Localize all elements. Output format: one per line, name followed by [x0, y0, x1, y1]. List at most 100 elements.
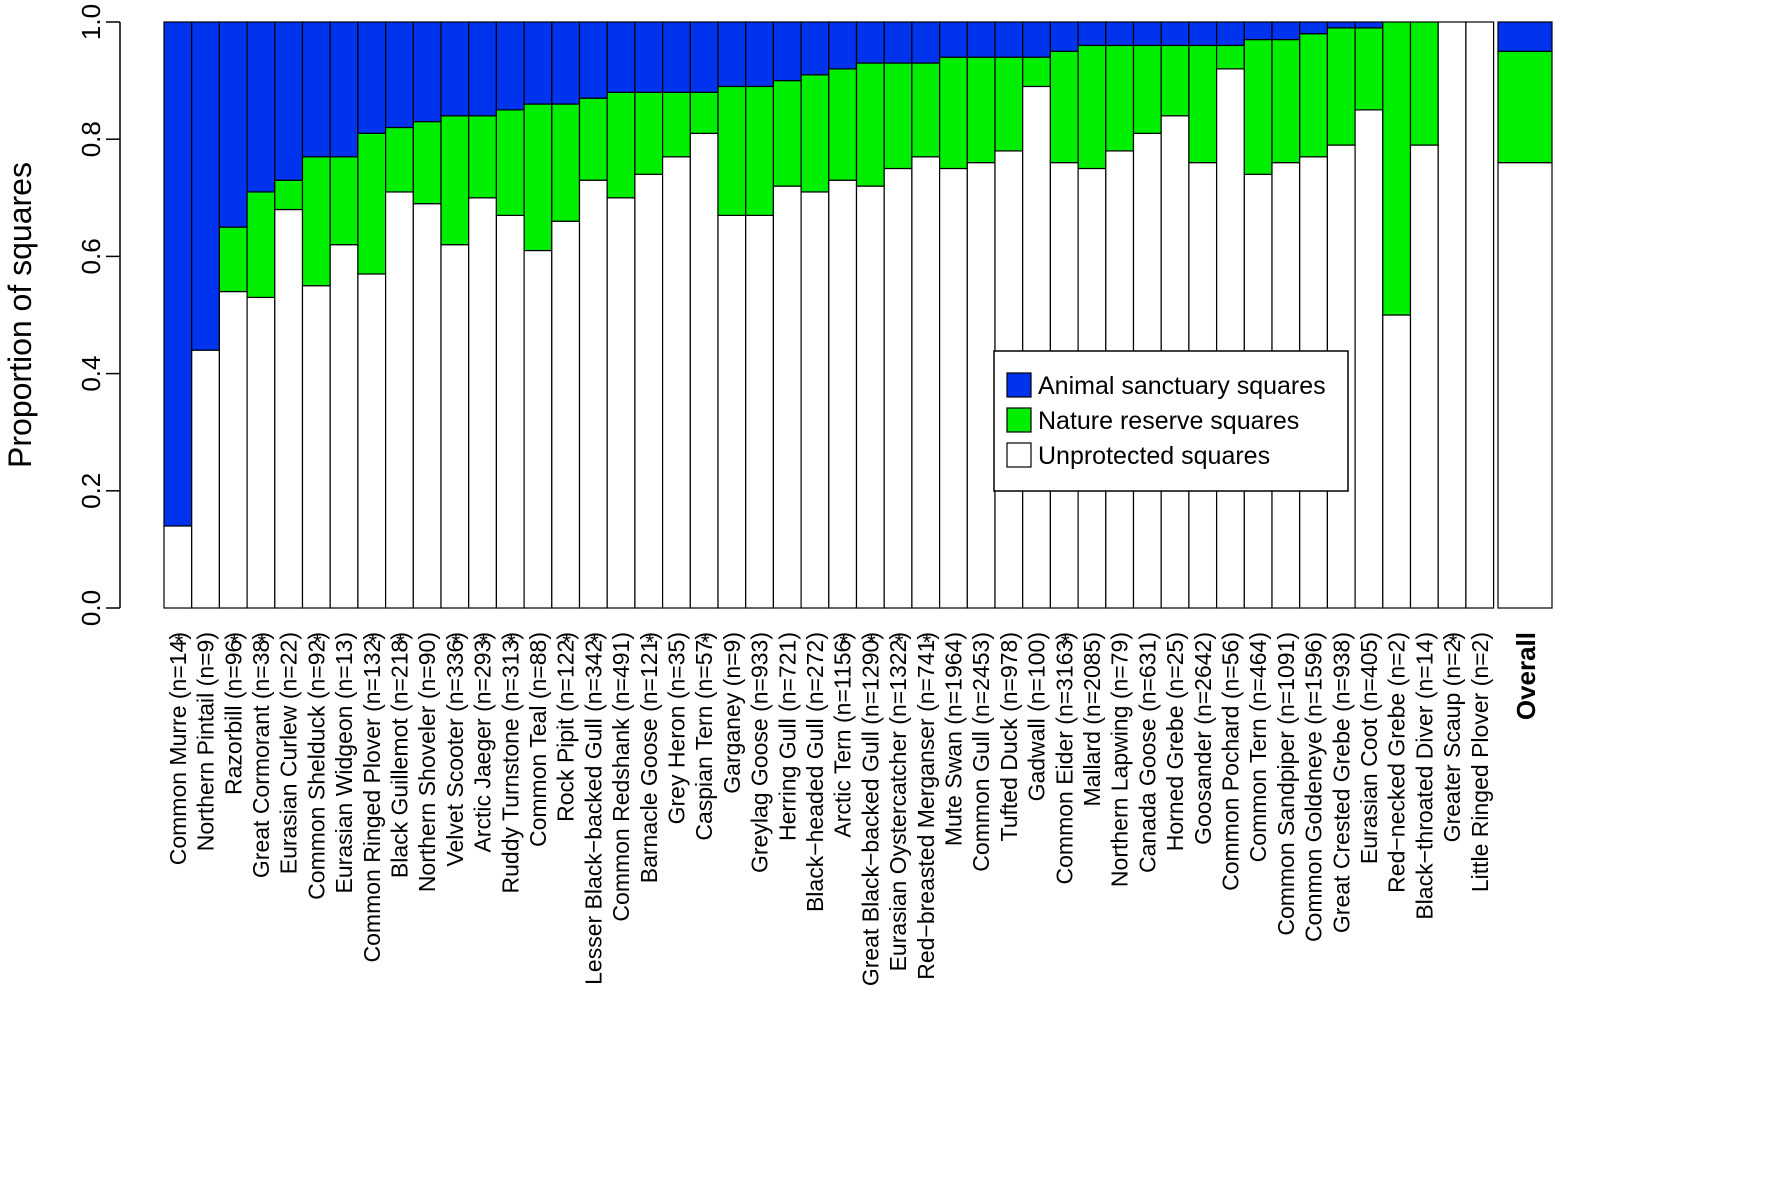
- bar-segment-reserve: [745, 85, 775, 216]
- bar-segment-sanctuary: [938, 21, 968, 58]
- bar-segment-unprotected: [772, 185, 802, 609]
- bar-segment-sanctuary: [717, 21, 747, 88]
- significance-star: *: [895, 630, 904, 655]
- category-label: Common Gull (n=2453): [968, 632, 994, 872]
- significance-star: *: [396, 630, 405, 655]
- bar-segment-sanctuary: [855, 21, 885, 64]
- legend: Animal sanctuary squares Nature reserve s…: [993, 350, 1349, 492]
- legend-box: [993, 350, 1349, 492]
- significance-star: *: [1061, 630, 1070, 655]
- bar-segment-reserve: [1105, 44, 1135, 152]
- category-label: Common Sandpiper (n=1091): [1273, 632, 1299, 936]
- bar-segment-unprotected: [1409, 144, 1439, 609]
- bar-segment-reserve: [1077, 44, 1107, 170]
- bar-segment-unprotected: [495, 214, 525, 609]
- significance-star: *: [258, 630, 267, 655]
- bar-segment-reserve: [938, 56, 968, 170]
- bar-segment-unprotected: [578, 179, 608, 609]
- bar-segment-unprotected: [329, 244, 359, 609]
- bar-segment-unprotected: [1382, 314, 1412, 609]
- significance-star: *: [645, 630, 654, 655]
- bar-segment-unprotected: [468, 197, 498, 609]
- bar-segment-unprotected: [689, 132, 719, 609]
- bar-segment-unprotected: [1465, 21, 1495, 609]
- category-label: Garganey (n=9): [719, 632, 745, 794]
- overall-segment-sanctuary: [1497, 21, 1553, 52]
- category-label: Common Pochard (n=56): [1217, 632, 1243, 891]
- category-label: Velvet Scooter (n=336): [442, 632, 468, 867]
- category-label: Canada Goose (n=631): [1134, 632, 1160, 873]
- bar-segment-reserve: [1271, 38, 1301, 164]
- bar-segment-unprotected: [385, 191, 414, 609]
- bar-segment-reserve: [966, 56, 996, 164]
- category-label: Eurasian Widgeon (n=13): [331, 632, 357, 893]
- legend-swatch-unprotected: [1006, 442, 1032, 468]
- significance-star: *: [922, 630, 931, 655]
- bar-segment-unprotected: [246, 296, 276, 609]
- category-label: Ruddy Turnstone (n=313): [497, 632, 523, 893]
- category-label: Greylag Goose (n=933): [747, 632, 773, 873]
- bar-segment-reserve: [495, 109, 525, 216]
- bar-segment-reserve: [1354, 27, 1384, 111]
- bar-segment-reserve: [218, 226, 248, 293]
- bar-segment-sanctuary: [578, 21, 608, 99]
- bar-segment-sanctuary: [440, 21, 470, 117]
- significance-star: *: [839, 630, 848, 655]
- bar-segment-sanctuary: [1243, 21, 1273, 41]
- category-label: Lesser Black−backed Gull (n=342): [580, 632, 606, 985]
- category-label: Eurasian Coot (n=405): [1356, 632, 1382, 864]
- category-label: Arctic Tern (n=1156): [830, 632, 856, 838]
- bar-segment-reserve: [1049, 50, 1079, 164]
- y-axis: 0.0 0.2 0.4 0.6 0.8 1.0 Proportion of squares: [2, 4, 121, 626]
- bar-segment-reserve: [800, 74, 830, 193]
- bar-segment-reserve: [1188, 44, 1218, 164]
- bar-segment-unprotected: [938, 167, 968, 609]
- category-label: Tufted Duck (n=978): [996, 632, 1022, 841]
- significance-star: *: [368, 630, 377, 655]
- bar-segment-reserve: [385, 126, 414, 193]
- overall-segment-reserve: [1497, 50, 1553, 164]
- bar-segment-sanctuary: [274, 21, 304, 181]
- category-label: Northern Lapwing (n=79): [1107, 632, 1133, 887]
- bar-segment-sanctuary: [495, 21, 525, 111]
- bar-segment-sanctuary: [966, 21, 996, 58]
- bar-segment-reserve: [1299, 33, 1328, 158]
- bar-segment-reserve: [911, 62, 941, 158]
- bar-segment-sanctuary: [689, 21, 719, 93]
- category-label: Rock Pipit (n=122): [553, 632, 579, 822]
- bar-segment-sanctuary: [1105, 21, 1135, 47]
- bar-segment-sanctuary: [1160, 21, 1190, 47]
- bar-segment-unprotected: [606, 197, 636, 609]
- bar-segment-sanctuary: [800, 21, 830, 76]
- overall-bar-group: Overall: [1497, 21, 1553, 720]
- category-label: Goosander (n=2642): [1190, 632, 1216, 845]
- significance-star: *: [313, 630, 322, 655]
- category-label: Great Crested Grebe (n=938): [1328, 632, 1354, 933]
- bar-segment-sanctuary: [1188, 21, 1218, 47]
- bar-segment-reserve: [1382, 21, 1412, 316]
- bar-segment-unprotected: [1022, 85, 1052, 609]
- bar-segment-reserve: [357, 132, 387, 275]
- bar-segment-sanctuary: [828, 21, 858, 70]
- category-label: Greater Scaup (n=2): [1439, 632, 1465, 842]
- bar-segment-unprotected: [357, 273, 387, 609]
- legend-swatch-sanctuary: [1006, 372, 1032, 398]
- bar-segment-reserve: [661, 91, 691, 158]
- bar-segment-sanctuary: [994, 21, 1024, 58]
- bar-segment-sanctuary: [1326, 21, 1356, 29]
- bar-segment-unprotected: [634, 173, 664, 609]
- category-label: Horned Grebe (n=25): [1162, 632, 1188, 851]
- bar-segment-reserve: [1022, 56, 1052, 88]
- bar-segment-reserve: [689, 91, 719, 134]
- bar-segment-unprotected: [218, 290, 248, 609]
- category-labels: Common Murre (n=14)* Northern Pintail (n=…: [165, 630, 1493, 986]
- bar-segment-reserve: [440, 115, 470, 246]
- bar-segment-reserve: [1326, 27, 1356, 146]
- bar-segment-sanctuary: [745, 21, 775, 88]
- category-label: Great Black−backed Gull (n=1290): [857, 632, 883, 986]
- bar-segment-unprotected: [523, 249, 553, 609]
- bar-segment-reserve: [468, 115, 498, 199]
- bar-segment-sanctuary: [218, 21, 248, 228]
- category-label: Black Guillemot (n=218): [386, 632, 412, 878]
- category-label: Common Teal (n=88): [525, 632, 551, 847]
